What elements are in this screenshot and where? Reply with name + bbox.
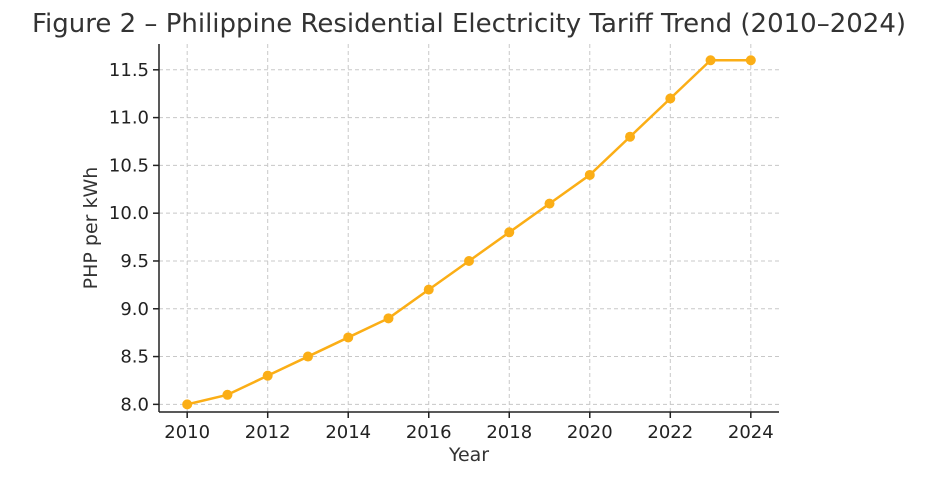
chart-title: Figure 2 – Philippine Residential Electr…	[32, 9, 906, 39]
data-point	[222, 389, 233, 400]
x-tick-label: 2012	[245, 422, 291, 443]
data-point	[343, 332, 354, 343]
y-tick-label: 8.5	[120, 347, 149, 368]
data-point	[262, 370, 273, 381]
data-point	[464, 255, 474, 266]
tick-label-layer: 2010 2012 2014 2016 2018 2020 2022 2024 8.0 8.5 9.…	[109, 60, 774, 443]
grid-layer	[159, 44, 779, 412]
data-point	[383, 313, 394, 324]
x-tick-label: 2022	[647, 422, 693, 443]
x-tick-label: 2018	[486, 422, 532, 443]
x-tick-label: 2016	[406, 422, 452, 443]
y-tick-label: 8.0	[120, 394, 149, 415]
data-point	[665, 93, 676, 104]
y-tick-label: 11.5	[109, 60, 149, 81]
y-tick-label: 9.5	[120, 251, 149, 272]
data-point	[182, 399, 193, 410]
x-axis-label: Year	[448, 444, 489, 466]
y-tick-label: 11.0	[109, 108, 149, 129]
x-tick-label: 2010	[164, 422, 210, 443]
axis-layer	[153, 44, 779, 418]
data-point	[584, 169, 595, 180]
data-point	[544, 198, 555, 209]
data-point	[705, 55, 716, 66]
y-tick-label: 10.5	[109, 155, 149, 176]
data-point	[302, 351, 313, 362]
y-axis-label: PHP per kWh	[80, 167, 102, 290]
series-layer	[182, 55, 756, 410]
x-tick-label: 2020	[567, 422, 613, 443]
x-tick-label: 2024	[728, 422, 774, 443]
y-tick-label: 10.0	[109, 203, 149, 224]
series-line	[185, 59, 753, 406]
data-point	[504, 227, 515, 238]
data-point	[423, 284, 434, 295]
data-point	[625, 131, 636, 142]
y-tick-label: 9.0	[120, 299, 149, 320]
data-point	[745, 55, 756, 66]
x-tick-label: 2014	[325, 422, 371, 443]
